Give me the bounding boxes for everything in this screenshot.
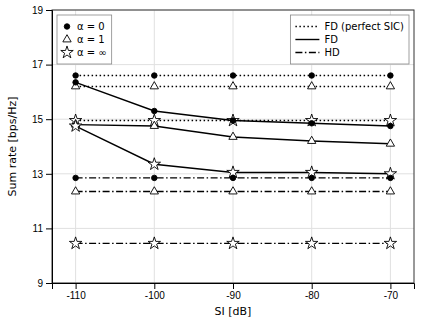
tick: -80 (305, 283, 320, 301)
chart: -110 -100 -90 -80 -70 9 11 13 15 17 19 SI [dB] Sum r… (0, 0, 426, 323)
tick-label: -110 (66, 290, 86, 301)
point-marker (152, 175, 158, 181)
tick: 19 (32, 5, 52, 16)
legend-swatch (295, 39, 319, 40)
point-marker (308, 136, 316, 143)
legend-label: α = 1 (77, 34, 105, 45)
tick-mark (46, 174, 52, 175)
point-marker (229, 82, 237, 89)
y-axis: 9 11 13 15 17 19 (32, 5, 53, 289)
legend-label: FD (324, 34, 338, 45)
tick-mark (46, 65, 52, 66)
tick-label: 19 (32, 5, 44, 16)
legend-swatch (61, 46, 73, 58)
point-marker (227, 237, 239, 249)
point-marker (384, 237, 396, 249)
point-marker (388, 73, 394, 79)
point-marker (73, 73, 79, 79)
tick-label: 11 (33, 223, 44, 234)
point-marker (309, 121, 315, 127)
tick: -100 (145, 283, 165, 301)
point-marker (388, 123, 394, 129)
series-line (76, 125, 391, 144)
point-marker (150, 187, 158, 194)
point-marker (386, 187, 394, 194)
legend-label: FD (perfect SIC) (324, 21, 404, 32)
axis-line (53, 284, 415, 290)
tick-mark (312, 283, 313, 289)
tick-label: -100 (145, 290, 165, 301)
point-marker (386, 139, 394, 146)
legend-label: α = ∞ (77, 47, 107, 58)
tick: 15 (32, 114, 52, 125)
point-marker (150, 121, 158, 128)
point-marker (152, 108, 158, 114)
legend: α = 0 α = 1 α = ∞ (57, 15, 112, 64)
tick-mark (46, 228, 52, 229)
point-marker (230, 118, 236, 124)
legend-box (57, 15, 112, 64)
point-marker (308, 187, 316, 194)
point-marker (308, 82, 316, 89)
point-marker (229, 132, 237, 139)
point-marker (71, 187, 79, 194)
tick-label: -80 (305, 290, 320, 301)
point-marker (73, 175, 79, 181)
point-marker (386, 82, 394, 89)
point-marker (230, 175, 236, 181)
plot: -110 -100 -90 -80 -70 9 11 13 15 17 19 SI [dB] Sum r… (6, 5, 415, 318)
x-axis: -110 -100 -90 -80 -70 (53, 283, 415, 301)
tick-label: -70 (384, 290, 399, 301)
grid (52, 10, 414, 283)
tick-label: 9 (37, 278, 43, 289)
point-marker (305, 237, 317, 249)
point-marker (230, 73, 236, 79)
legend: FD (perfect SIC) FD HD (290, 15, 409, 64)
legend-swatch (295, 26, 319, 27)
tick: 9 (37, 278, 52, 289)
tick: 17 (32, 59, 52, 70)
tick: 11 (33, 223, 52, 234)
tick-mark (46, 283, 52, 284)
legend-swatch (295, 52, 319, 53)
tick: -90 (226, 283, 241, 301)
point-marker (69, 119, 81, 131)
legend-swatch (63, 35, 71, 42)
axis-line (46, 11, 53, 284)
tick-mark (390, 283, 391, 289)
tick: 13 (32, 169, 52, 180)
tick: -110 (66, 283, 86, 301)
plot-frame (52, 10, 414, 283)
legend-swatch (64, 24, 70, 30)
point-marker (148, 237, 160, 249)
point-marker (388, 175, 394, 181)
point-marker (148, 158, 160, 170)
legend-box (290, 15, 409, 64)
tick-mark (233, 283, 234, 289)
point-marker (69, 237, 81, 249)
tick-mark (154, 283, 155, 289)
y-axis-title: Sum rate [bps/Hz] (6, 96, 19, 196)
tick-label: 17 (32, 59, 44, 70)
tick-label: 15 (32, 114, 44, 125)
tick: -70 (384, 283, 399, 301)
legend-label: HD (324, 47, 340, 58)
legend-label: α = 0 (77, 21, 105, 32)
tick-label: -90 (226, 290, 241, 301)
point-marker (152, 73, 158, 79)
point-marker (73, 80, 79, 86)
point-marker (309, 175, 315, 181)
tick-mark (46, 119, 52, 120)
point-marker (309, 73, 315, 79)
tick-mark (46, 10, 52, 11)
point-marker (229, 187, 237, 194)
series-line (76, 82, 391, 126)
x-axis-title: SI [dB] (215, 305, 252, 318)
grid-line-y (52, 228, 414, 229)
tick-label: 13 (32, 169, 44, 180)
tick-mark (76, 283, 77, 289)
point-marker (150, 82, 158, 89)
series-group (69, 73, 396, 249)
